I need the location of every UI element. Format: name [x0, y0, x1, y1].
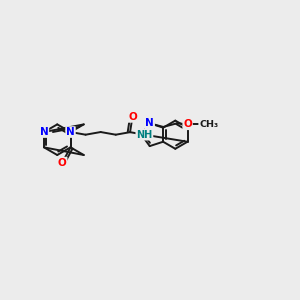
Text: CH₃: CH₃ [199, 120, 218, 129]
Text: N: N [40, 127, 48, 137]
Text: O: O [128, 112, 137, 122]
Text: N: N [66, 127, 75, 137]
Text: NH: NH [136, 130, 152, 140]
Text: N: N [145, 118, 154, 128]
Text: O: O [58, 158, 67, 168]
Text: O: O [183, 119, 192, 129]
